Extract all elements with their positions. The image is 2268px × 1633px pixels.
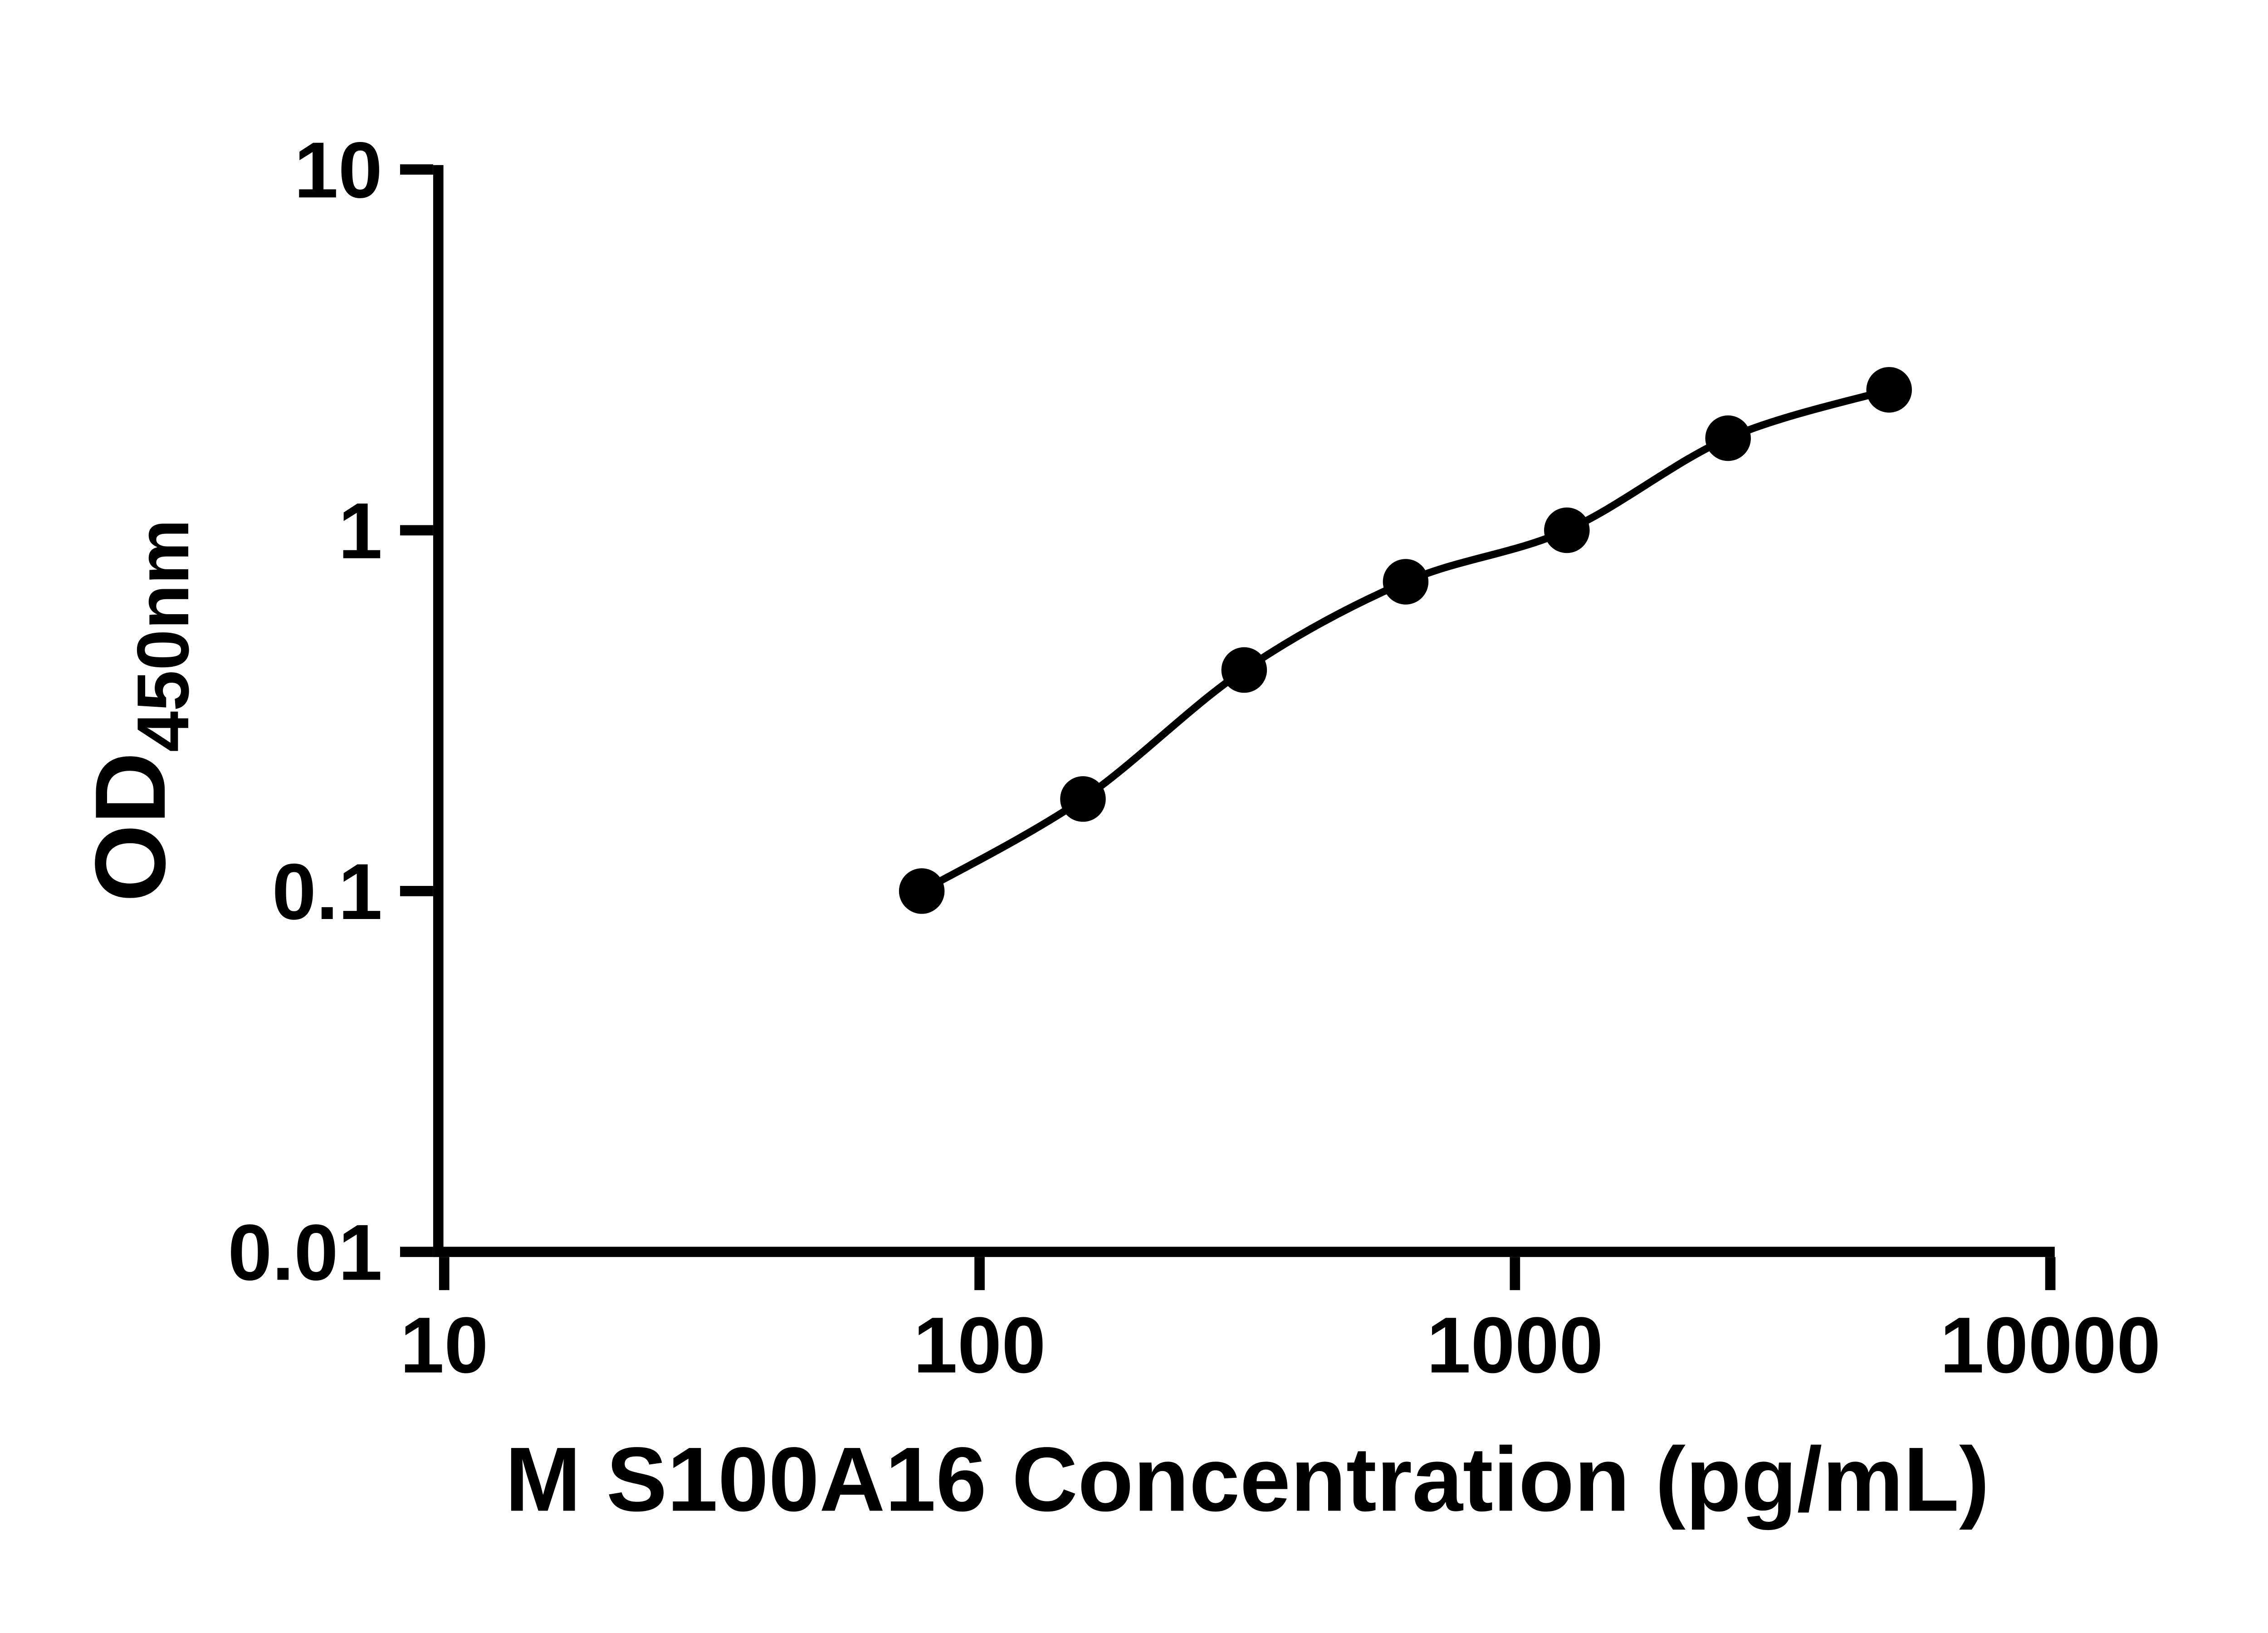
x-axis-title: M S100A16 Concentration (pg/mL) <box>505 1428 1989 1530</box>
y-axis-title: OD450nm <box>74 519 204 902</box>
y-axis-title-main: OD <box>74 752 186 902</box>
y-axis-title-sub: 450nm <box>122 519 204 752</box>
y-tick-label: 0.01 <box>228 1208 382 1297</box>
data-point <box>899 868 945 914</box>
y-tick-label: 10 <box>294 126 382 215</box>
x-tick-label: 100 <box>913 1301 1046 1390</box>
x-tick-label: 10 <box>400 1301 489 1390</box>
plot-area: 10 100 1000 10000 0.01 0.1 1 10 <box>228 126 2160 1389</box>
data-point <box>1544 507 1590 553</box>
data-point <box>1060 776 1106 822</box>
data-point <box>1866 367 1912 413</box>
data-point <box>1705 415 1751 461</box>
y-tick-label: 1 <box>338 487 382 576</box>
fit-curve <box>920 386 1891 895</box>
y-tick-label: 0.1 <box>272 847 382 936</box>
data-point <box>1221 647 1267 693</box>
x-tick-label: 1000 <box>1427 1301 1603 1390</box>
x-tick-label: 10000 <box>1940 1301 2161 1390</box>
data-point <box>1383 559 1429 605</box>
